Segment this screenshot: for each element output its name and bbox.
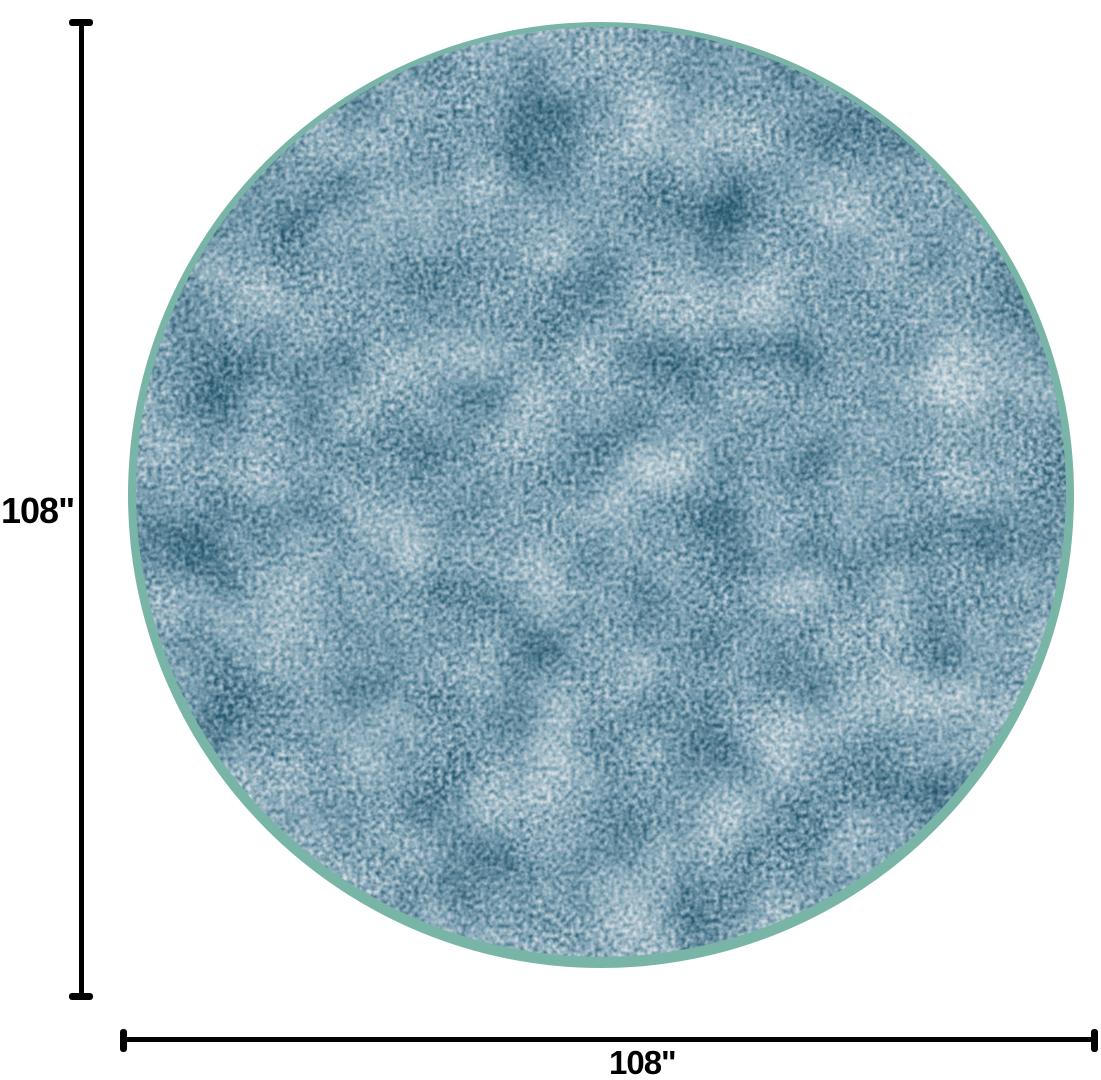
width-dimension-label: 108" <box>609 1044 677 1080</box>
rug-pile-surface <box>136 27 1066 957</box>
height-dimension-line <box>79 22 84 997</box>
height-dimension-cap-bottom <box>69 993 93 1000</box>
height-dimension-label: 108" <box>1 490 75 531</box>
width-dimension-cap-right <box>1091 1029 1098 1052</box>
height-dimension-cap-top <box>69 19 93 26</box>
width-dimension-line <box>124 1037 1096 1042</box>
width-dimension-cap-left <box>120 1029 127 1052</box>
